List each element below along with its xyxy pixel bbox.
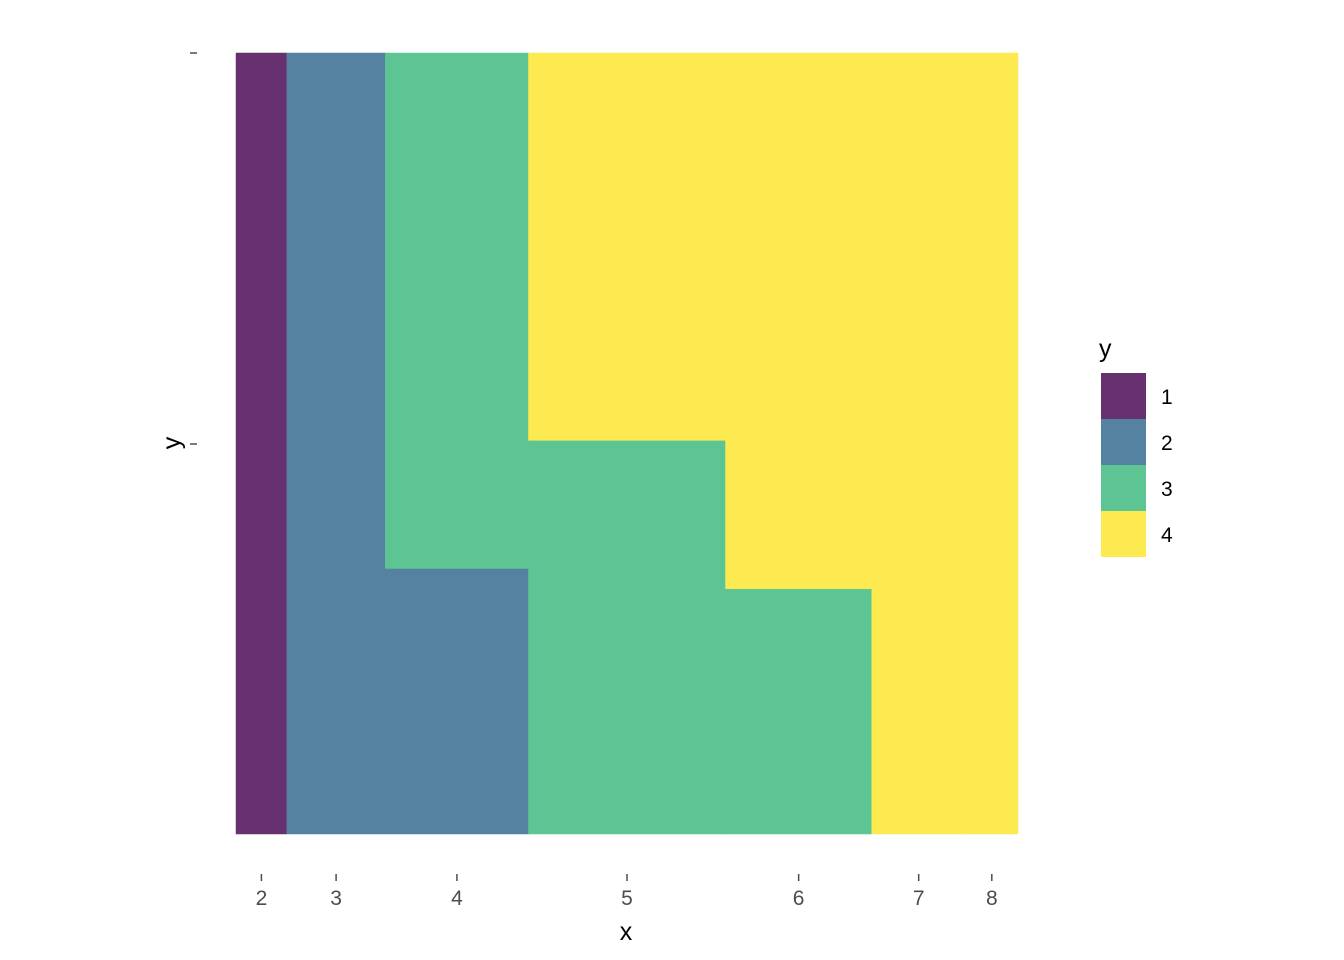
x-tick-label: 7: [913, 887, 925, 910]
legend-label-2: 2: [1161, 432, 1173, 455]
x-tick-label: 5: [621, 887, 633, 910]
mosaic-tile-x4-y2: [385, 568, 529, 835]
legend-key-2: [1101, 419, 1146, 465]
legend-label-1: 1: [1161, 386, 1173, 409]
x-tick-label: 3: [330, 887, 342, 910]
x-tick-label: 4: [451, 887, 463, 910]
legend-label-3: 3: [1161, 478, 1173, 501]
x-tick-label: 2: [256, 887, 268, 910]
mosaic-tile-x6-y4: [725, 52, 873, 590]
mosaic-tile-x2-y1: [235, 52, 288, 835]
mosaic-tile-x6-y3: [725, 588, 873, 835]
plot-panel: [235, 52, 1019, 835]
legend-title: y: [1099, 335, 1112, 363]
mosaic-tile-x5-y4: [528, 52, 726, 441]
mosaic-tile-x3-y2: [286, 52, 386, 835]
mosaic-tile-x8-y4: [965, 52, 1019, 835]
mosaic-tile-x4-y3: [385, 52, 529, 569]
y-axis: [190, 52, 197, 445]
legend: y 1 2 3 4: [1099, 335, 1173, 557]
x-axis: 2 3 4 5 6 7 8: [256, 874, 998, 910]
mosaic-tile-x7-y4: [871, 52, 966, 835]
y-axis-title: y: [158, 436, 186, 449]
legend-label-4: 4: [1161, 524, 1173, 547]
x-tick-label: 6: [793, 887, 805, 910]
legend-key-4: [1101, 511, 1146, 557]
legend-key-1: [1101, 373, 1146, 419]
mosaic-tile-x5-y3: [528, 440, 726, 835]
x-axis-title: x: [620, 918, 633, 946]
legend-key-3: [1101, 465, 1146, 511]
x-tick-label: 8: [986, 887, 998, 910]
